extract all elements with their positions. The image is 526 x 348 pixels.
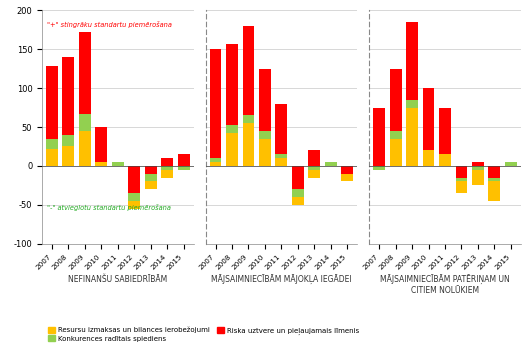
Bar bbox=[161, 158, 173, 166]
Legend: Resursu izmaksas un bilances ierobežojumi, Konkurences radītais spiediens, Riska: Resursu izmaksas un bilances ierobežojum… bbox=[46, 324, 361, 345]
Bar bbox=[226, 44, 238, 126]
Bar bbox=[489, 166, 500, 177]
Bar bbox=[145, 181, 157, 189]
Bar bbox=[276, 154, 287, 158]
Bar bbox=[79, 131, 91, 166]
Bar bbox=[128, 201, 140, 208]
Bar bbox=[210, 158, 221, 162]
Bar bbox=[472, 170, 484, 185]
Bar bbox=[292, 197, 304, 205]
Bar bbox=[79, 114, 91, 131]
Bar bbox=[489, 181, 500, 201]
Bar bbox=[112, 162, 124, 166]
Bar bbox=[178, 154, 189, 166]
Bar bbox=[95, 127, 107, 162]
Bar bbox=[242, 26, 255, 116]
Bar bbox=[210, 162, 221, 166]
Bar bbox=[422, 150, 434, 166]
Bar bbox=[210, 49, 221, 158]
Bar bbox=[489, 177, 500, 181]
Bar bbox=[390, 139, 401, 166]
Bar bbox=[276, 104, 287, 154]
Bar bbox=[325, 162, 337, 166]
Bar bbox=[46, 149, 58, 166]
Bar bbox=[505, 162, 517, 166]
Bar bbox=[63, 135, 74, 147]
Bar bbox=[341, 166, 353, 174]
Bar bbox=[456, 181, 468, 193]
Bar bbox=[145, 174, 157, 181]
Bar bbox=[128, 193, 140, 201]
Bar bbox=[242, 123, 255, 166]
Bar bbox=[292, 189, 304, 197]
Bar bbox=[406, 22, 418, 100]
Bar bbox=[292, 166, 304, 189]
Bar bbox=[145, 166, 157, 174]
Bar bbox=[178, 166, 189, 170]
Bar bbox=[242, 116, 255, 123]
Bar bbox=[259, 131, 271, 139]
Bar bbox=[46, 140, 58, 149]
Bar bbox=[259, 139, 271, 166]
X-axis label: MĀJSAIMNIECĪBĀM MĀJOKĻA IEGĀDEI: MĀJSAIMNIECĪBĀM MĀJOKĻA IEGĀDEI bbox=[211, 275, 352, 285]
Bar bbox=[63, 57, 74, 135]
Bar bbox=[390, 131, 401, 139]
Bar bbox=[128, 166, 140, 193]
Bar bbox=[276, 158, 287, 166]
Bar bbox=[161, 166, 173, 170]
Bar bbox=[161, 170, 173, 177]
Bar bbox=[259, 69, 271, 131]
Bar bbox=[373, 166, 385, 170]
Bar bbox=[95, 162, 107, 166]
Bar bbox=[79, 32, 91, 114]
Bar bbox=[472, 166, 484, 170]
X-axis label: NEFINANŠU SABIEDRĪBĀM: NEFINANŠU SABIEDRĪBĀM bbox=[68, 275, 167, 284]
Bar bbox=[406, 108, 418, 166]
Bar bbox=[439, 108, 451, 154]
Bar bbox=[390, 69, 401, 131]
Bar bbox=[226, 126, 238, 133]
Text: "+" stingrāku standartu piemērošana: "+" stingrāku standartu piemērošana bbox=[47, 21, 171, 28]
Bar bbox=[439, 154, 451, 166]
Bar bbox=[373, 108, 385, 166]
Bar bbox=[308, 170, 320, 177]
Bar bbox=[46, 66, 58, 140]
Bar bbox=[422, 88, 434, 150]
Bar bbox=[341, 174, 353, 181]
Bar bbox=[406, 100, 418, 108]
Bar bbox=[472, 162, 484, 166]
X-axis label: MĀJSAIMNIECĪBĀM PATĒRIŅAM UN
CITIEM NOLŪKIEM: MĀJSAIMNIECĪBĀM PATĒRIŅAM UN CITIEM NOLŪ… bbox=[380, 275, 510, 295]
Bar bbox=[456, 177, 468, 181]
Bar bbox=[308, 166, 320, 170]
Bar bbox=[226, 133, 238, 166]
Bar bbox=[63, 147, 74, 166]
Text: "-" atvieglotu standartu piemērošana: "-" atvieglotu standartu piemērošana bbox=[47, 204, 170, 211]
Bar bbox=[456, 166, 468, 177]
Bar bbox=[308, 150, 320, 166]
